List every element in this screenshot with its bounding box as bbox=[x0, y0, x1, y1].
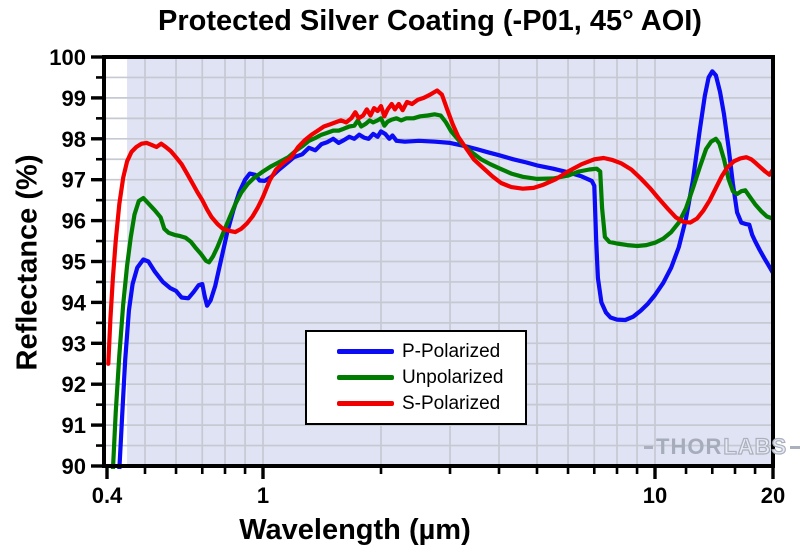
thorlabs-watermark: THOR LABS bbox=[644, 434, 800, 459]
x-axis-label: Wavelength (µm) bbox=[239, 514, 471, 546]
legend-item-p-polarized: P-Polarized bbox=[337, 342, 521, 361]
watermark-labs-text: LABS bbox=[723, 434, 788, 459]
legend-label: P-Polarized bbox=[402, 341, 501, 363]
y-tick-label: 91 bbox=[62, 413, 86, 438]
watermark-dash-left bbox=[644, 445, 653, 449]
y-tick-label: 100 bbox=[49, 45, 86, 70]
legend: P-Polarized Unpolarized S-Polarized bbox=[305, 330, 527, 425]
legend-line-sample-green bbox=[337, 374, 394, 380]
y-tick-label: 99 bbox=[62, 86, 86, 111]
y-tick-label: 98 bbox=[62, 127, 86, 152]
y-tick-label: 96 bbox=[62, 209, 86, 234]
y-tick-label: 90 bbox=[62, 454, 86, 479]
legend-line-sample-red bbox=[337, 400, 394, 406]
legend-label: Unpolarized bbox=[402, 366, 504, 388]
y-axis-label: Reflectance (%) bbox=[11, 154, 44, 371]
curve-p-polarized bbox=[117, 69, 773, 469]
y-tick-label: 95 bbox=[62, 250, 86, 275]
legend-item-unpolarized: Unpolarized bbox=[337, 368, 521, 387]
y-tick-label: 97 bbox=[62, 168, 86, 193]
watermark-thor-text: THOR bbox=[656, 434, 723, 459]
watermark-dash-right bbox=[790, 445, 800, 449]
legend-item-s-polarized: S-Polarized bbox=[337, 394, 521, 413]
y-tick-label: 94 bbox=[62, 290, 87, 315]
curve-s-polarized bbox=[106, 88, 773, 366]
x-tick-label: 0.4 bbox=[92, 483, 123, 508]
x-tick-label: 10 bbox=[643, 483, 667, 508]
chart-title: Protected Silver Coating (-P01, 45° AOI) bbox=[158, 5, 702, 37]
legend-label: S-Polarized bbox=[402, 392, 501, 414]
legend-line-sample-blue bbox=[337, 349, 394, 355]
y-tick-label: 92 bbox=[62, 372, 86, 397]
x-tick-label: 20 bbox=[761, 483, 785, 508]
y-tick-label: 93 bbox=[62, 331, 86, 356]
x-tick-label: 1 bbox=[257, 483, 269, 508]
